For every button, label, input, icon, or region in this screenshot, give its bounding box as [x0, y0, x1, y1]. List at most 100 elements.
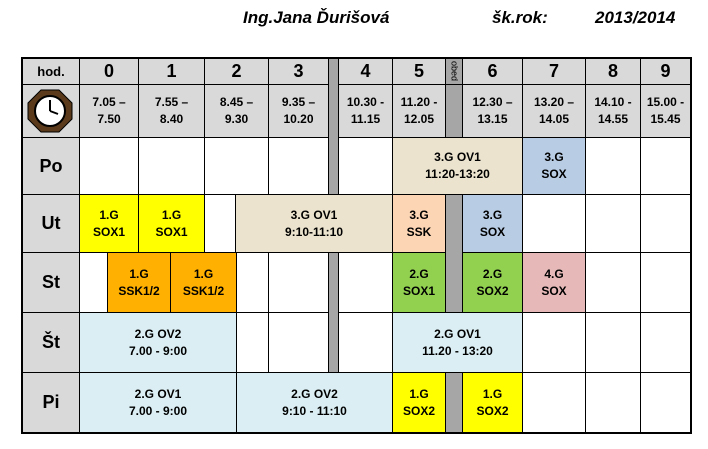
- empty-cell: [338, 312, 393, 373]
- lesson: 1.G SOX2: [462, 372, 523, 433]
- text-line: 3.G OV1: [434, 150, 481, 164]
- time-cell: 10.30 - 11.15: [338, 84, 393, 138]
- text-line: 7.55 –: [154, 95, 189, 109]
- text-line: SOX: [541, 167, 567, 181]
- text-line: 7.50: [97, 112, 121, 126]
- time-cell: 7.55 – 8.40: [138, 84, 205, 138]
- lesson: 2.G SOX2: [462, 252, 523, 313]
- text-line: SOX1: [402, 283, 435, 298]
- text-line: SOX2: [476, 403, 509, 418]
- text-line: SOX2: [476, 283, 509, 298]
- table-border: [21, 57, 692, 434]
- text-line: 2.G OV1: [434, 326, 481, 341]
- text-line: 2.G OV2: [291, 386, 338, 401]
- text-line: 12.30 –: [472, 95, 513, 109]
- text-line: SOX2: [402, 403, 435, 418]
- time-cell: 12.30 – 13.15: [462, 84, 523, 138]
- lesson: 2.G OV1 7.00 - 9:00: [79, 372, 237, 433]
- hour-cell: 7: [522, 58, 586, 85]
- lesson: 1.G SOX1: [79, 194, 139, 253]
- hour-cell: 5: [392, 58, 446, 85]
- empty-cell: [585, 137, 641, 195]
- text-line: 1.G: [193, 266, 214, 281]
- lesson: 1.G SOX2: [392, 372, 446, 433]
- corner-cell: hod.: [22, 58, 80, 85]
- year: 2013/2014: [595, 8, 676, 27]
- empty-cell: [640, 194, 691, 253]
- text-line: 10.30 -: [346, 95, 385, 109]
- empty-cell: [522, 312, 586, 373]
- text-line: 14.05: [538, 112, 570, 126]
- text-line: 12.05: [403, 112, 435, 126]
- text-line: 2.G: [409, 266, 429, 281]
- text-line: 8.40: [159, 112, 184, 126]
- time-cell: 8.45 – 9.30: [204, 84, 269, 138]
- text-line: 11.20 - 13:20: [422, 343, 493, 358]
- text-line: 1.G: [129, 266, 149, 281]
- text-line: 8.45 –: [219, 95, 254, 109]
- empty-cell: [268, 312, 329, 373]
- lesson: 1.G SSK1/2: [107, 252, 171, 313]
- day-label: Po: [22, 137, 80, 195]
- text-line: 3.G: [544, 150, 564, 164]
- text-line: 9.35 –: [281, 95, 316, 109]
- text-line: 9:10 - 11:10: [282, 403, 347, 418]
- text-line: 11.15: [350, 112, 381, 126]
- year-label: šk.rok:: [492, 8, 548, 27]
- lesson: 3.G SOX: [462, 194, 523, 253]
- text-line: SOX1: [155, 224, 188, 239]
- text-line: SSK: [406, 224, 432, 239]
- text-line: 14.10 -: [594, 95, 632, 109]
- empty-cell: [204, 137, 269, 195]
- lesson: 4.G SOX: [522, 252, 586, 313]
- text-line: 7.00 - 9:00: [128, 403, 188, 418]
- day-label: Pi: [22, 372, 80, 433]
- text-line: 3.G OV1: [290, 207, 338, 222]
- text-line: 13.15: [477, 112, 508, 126]
- empty-cell: [268, 252, 329, 313]
- text-line: 11:20-13:20: [425, 167, 490, 181]
- text-line: 2.G OV1: [134, 386, 182, 401]
- text-line: 15.00 -: [646, 95, 685, 109]
- empty-cell: [585, 194, 641, 253]
- text-line: 1.G: [99, 207, 119, 222]
- text-line: 14.55: [597, 112, 629, 126]
- text-line: SSK1/2: [118, 283, 160, 298]
- lesson: 2.G OV1 11.20 - 13:20: [392, 312, 523, 373]
- text-line: SOX1: [92, 224, 125, 239]
- text-line: 3.G: [482, 207, 503, 222]
- lesson: 3.G SOX: [522, 137, 586, 195]
- empty-cell: [640, 372, 691, 433]
- teacher-name: Ing.Jana Ďurišová: [243, 8, 390, 27]
- time-cell: 15.00 - 15.45: [640, 84, 691, 138]
- text-line: 15.45: [650, 112, 681, 126]
- text-line: SSK1/2: [182, 283, 225, 298]
- text-line: 9:10-11:10: [284, 224, 344, 239]
- clock-icon: [27, 89, 73, 133]
- hour-cell: 2: [204, 58, 269, 85]
- text-line: SOX: [541, 283, 567, 298]
- text-line: 13.20 –: [533, 95, 575, 109]
- text-line: 11.20 -: [400, 95, 438, 109]
- text-line: 4.G: [544, 266, 564, 281]
- empty-cell: [585, 372, 641, 433]
- text-line: 1.G: [409, 386, 429, 401]
- lesson: 2.G SOX1: [392, 252, 446, 313]
- empty-cell: [640, 252, 691, 313]
- text-line: 1.G: [161, 207, 182, 222]
- text-line: 7.00 - 9:00: [128, 343, 188, 358]
- text-line: 1.G: [482, 386, 503, 401]
- hour-cell: 0: [79, 58, 139, 85]
- text-line: SOX: [479, 224, 506, 239]
- text-line: 9.30: [224, 112, 249, 126]
- empty-cell: [585, 252, 641, 313]
- text-line: 3.G: [409, 207, 429, 222]
- hour-cell: 6: [462, 58, 523, 85]
- lesson: 3.G OV1 11:20-13:20: [392, 137, 523, 195]
- text-line: 7.05 –: [92, 95, 126, 109]
- text-line: 10.20: [283, 112, 314, 126]
- text-line: 2.G OV2: [134, 326, 182, 341]
- empty-cell: [138, 137, 205, 195]
- text-line: 2.G: [482, 266, 503, 281]
